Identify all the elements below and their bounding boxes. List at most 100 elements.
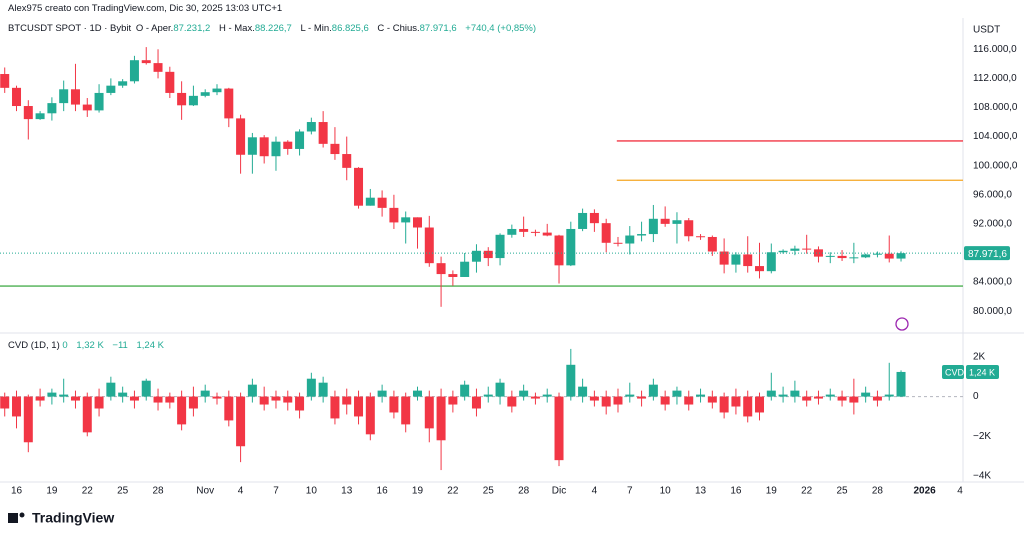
cvd-tag: CVD: [945, 367, 965, 377]
logo-mark: [8, 513, 18, 523]
cvd-body: [719, 396, 729, 413]
candle-body: [766, 252, 776, 272]
cvd-body: [837, 396, 847, 401]
candle-body: [129, 60, 139, 82]
cvd-body: [707, 396, 717, 403]
candle-body: [224, 88, 234, 119]
candle-body: [849, 257, 859, 259]
cvd-body: [778, 394, 788, 397]
cvd-last-label: 1,24 K: [969, 367, 995, 377]
cvd-body: [188, 396, 198, 409]
last-price-label: 87.971,6: [968, 249, 1007, 260]
candle-body: [802, 248, 812, 250]
cvd-body: [519, 390, 529, 397]
candle-body: [790, 248, 800, 251]
x-tick-label: 4: [238, 486, 244, 497]
x-tick-label: 22: [447, 486, 459, 497]
x-tick-label: 28: [872, 486, 884, 497]
candle-body: [778, 250, 788, 253]
x-tick-label: 4: [957, 486, 963, 497]
candle-body: [259, 137, 269, 157]
cvd-name: CVD (1D, 1): [8, 340, 60, 351]
cvd-body: [129, 396, 139, 401]
cvd-body: [483, 394, 493, 397]
candle-body: [318, 122, 328, 144]
candle-body: [12, 87, 22, 107]
open-label: O - Aper.: [135, 23, 174, 34]
candle-body: [200, 92, 210, 96]
cvd-legend: CVD (1D, 1) 0 1,32 K −11 1,24 K: [8, 340, 170, 351]
cvd-body: [471, 396, 481, 409]
x-tick-label: 25: [483, 486, 495, 497]
cvd-body: [648, 384, 658, 397]
candle-body: [306, 122, 316, 132]
axis-unit: USDT: [973, 25, 1000, 36]
candle-body: [401, 217, 411, 223]
logo-mark: [19, 512, 25, 518]
candle-body: [743, 254, 753, 267]
cvd-body: [12, 396, 22, 417]
cvd-body: [200, 390, 210, 397]
candle-body: [236, 118, 246, 155]
x-tick-label: 7: [273, 486, 279, 497]
cvd-body: [23, 396, 33, 443]
cvd-body: [507, 396, 517, 407]
candle-body: [566, 228, 576, 266]
candle-body: [188, 95, 198, 106]
x-tick-label: 22: [801, 486, 813, 497]
x-tick-label: 28: [152, 486, 164, 497]
cvd-body: [613, 396, 623, 405]
candle-body: [47, 103, 57, 114]
cvd-body: [825, 394, 835, 397]
candle-body: [554, 235, 564, 266]
low-label: L - Min.: [300, 23, 332, 34]
cvd-body: [94, 396, 104, 409]
x-tick-label: 4: [592, 486, 598, 497]
cvd-body: [872, 396, 882, 401]
x-tick-label: 16: [11, 486, 23, 497]
x-tick-label: 10: [306, 486, 318, 497]
candle-body: [460, 261, 470, 277]
cvd-body: [212, 396, 222, 399]
candle-body: [295, 131, 305, 149]
x-tick-label: 25: [837, 486, 849, 497]
candle-body: [648, 218, 658, 235]
candle-body: [696, 236, 706, 238]
cvd-body: [802, 396, 812, 401]
cvd-body: [247, 384, 257, 397]
cvd-body: [236, 396, 246, 447]
x-tick-label: 7: [627, 486, 633, 497]
candle-body: [412, 217, 422, 228]
candle-body: [719, 251, 729, 265]
cvd-tag-box: [942, 364, 964, 379]
candle-body: [837, 255, 847, 259]
cvd-last-box: [966, 364, 999, 379]
candle-body: [283, 141, 293, 149]
candle-body: [601, 223, 611, 243]
high-value: 88.226,7: [254, 23, 292, 34]
candle-body: [389, 207, 399, 223]
cvd-body: [59, 394, 69, 397]
logo: TradingView: [8, 510, 114, 526]
attribution: Alex975 creato con TradingView.com, Dic …: [8, 3, 283, 14]
cvd-body: [542, 394, 552, 397]
candle-body: [495, 234, 505, 259]
x-tick-label: 19: [412, 486, 424, 497]
y-tick-label: 84.000,0: [973, 277, 1012, 288]
candle-body: [684, 220, 694, 237]
cvd-body: [82, 396, 92, 433]
candle-body: [141, 60, 151, 64]
y-tick-label: 96.000,0: [973, 189, 1012, 200]
candle-body: [165, 71, 175, 93]
y-tick-label: 100.000,0: [973, 160, 1018, 171]
candle-body: [660, 218, 670, 224]
y-tick-label: −4K: [973, 471, 991, 482]
cvd-body: [790, 390, 800, 397]
x-tick-label: Nov: [196, 486, 214, 497]
cvd-body: [389, 396, 399, 413]
candle-body: [813, 249, 823, 257]
cvd-body: [424, 396, 434, 429]
cvd-body: [153, 396, 163, 403]
cvd-open: 0: [62, 340, 68, 351]
